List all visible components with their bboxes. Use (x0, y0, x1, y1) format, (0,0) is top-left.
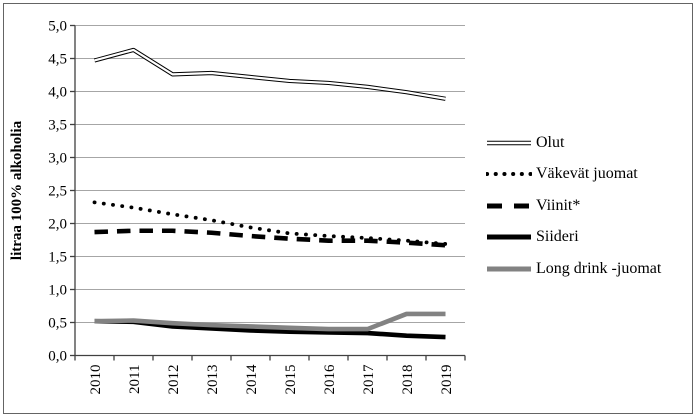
legend-marker-viinit (487, 203, 531, 209)
legend-marker-siideri (487, 234, 531, 240)
series-olut (93, 47, 446, 101)
y-tick-label: 3,0 (48, 151, 67, 167)
legend-label-viinit: Viinit* (536, 196, 581, 214)
y-tick-label: 0,0 (48, 349, 67, 365)
y-tick-label: 4,5 (48, 52, 67, 68)
x-tick-label-2017: 2017 (361, 364, 377, 395)
series-long-drink-juomat (94, 311, 446, 332)
x-tick-label-2010: 2010 (88, 365, 104, 395)
legend-label-siideri: Siideri (536, 228, 579, 246)
legend-item-vakevat-juomat: Väkevät juomat (486, 159, 661, 191)
legend-item-long-drink-juomat: Long drink -juomat (486, 253, 661, 285)
series-vakevat-juomat (92, 200, 448, 246)
legend-marker-olut (487, 140, 531, 145)
x-tick-label-2019: 2019 (439, 365, 455, 395)
x-tick-label-2011: 2011 (127, 365, 143, 394)
legend-label-olut: Olut (536, 133, 565, 151)
y-axis-title: litraa 100% alkoholia (9, 120, 25, 260)
legend-item-siideri: Siideri (486, 222, 661, 254)
y-tick-label: 0,5 (48, 316, 67, 332)
x-tick-label-2018: 2018 (400, 365, 416, 395)
x-tick-labels: 2010 2011 2012 2013 2014 2015 2016 2017 2018 2019 (88, 364, 455, 395)
legend-marker-long-drink-juomat (487, 266, 531, 272)
x-tick-label-2014: 2014 (244, 364, 260, 395)
legend-marker-vakevat-juomat (486, 172, 532, 177)
series-siideri (94, 318, 446, 340)
x-tick-label-2015: 2015 (283, 365, 299, 395)
x-tick-label-2016: 2016 (322, 364, 338, 395)
chart-legend: Olut Väkevät juomat Viinit* Siideri Long dri… (486, 127, 661, 285)
legend-label-vakevat-juomat: Väkevät juomat (536, 165, 638, 183)
y-tick-labels: 0,0 0,5 1,0 1,5 2,0 2,5 3,0 3,5 4,0 4,5 5,0 (48, 19, 67, 365)
legend-item-olut: Olut (486, 127, 661, 159)
y-tick-label: 3,5 (48, 118, 67, 134)
series-viinit (94, 228, 446, 248)
y-tick-label: 5,0 (48, 19, 67, 35)
y-tick-label: 4,0 (48, 85, 67, 101)
gridlines (75, 25, 465, 323)
legend-label-long-drink-juomat: Long drink -juomat (536, 259, 662, 277)
x-tick-label-2012: 2012 (166, 365, 182, 395)
y-tick-label: 1,5 (48, 250, 67, 266)
y-tick-label: 1,0 (48, 283, 67, 299)
x-tick-label-2013: 2013 (205, 365, 221, 395)
legend-item-viinit: Viinit* (486, 190, 661, 222)
y-tick-label: 2,5 (48, 184, 67, 200)
y-tick-label: 2,0 (48, 217, 67, 233)
axes (70, 24, 466, 361)
